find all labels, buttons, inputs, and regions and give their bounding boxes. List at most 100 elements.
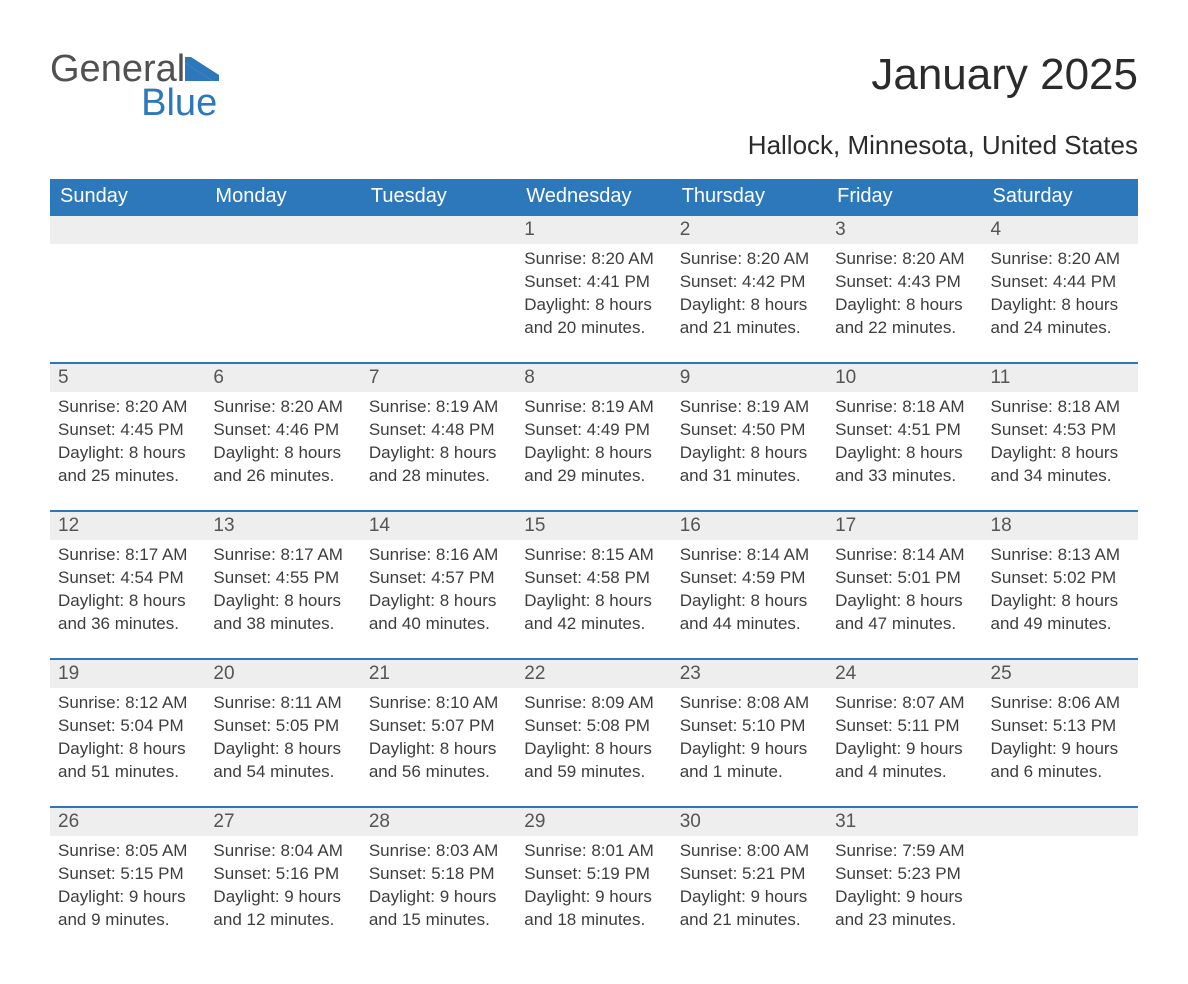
day-number-band [983,806,1138,836]
day-line-sr: Sunrise: 8:18 AM [991,396,1130,419]
day-line-dl1: Daylight: 8 hours [524,590,663,613]
day-line-sr: Sunrise: 8:17 AM [58,544,197,567]
day-line-sr: Sunrise: 8:05 AM [58,840,197,863]
day-line-sr: Sunrise: 8:07 AM [835,692,974,715]
calendar-cell: 17Sunrise: 8:14 AMSunset: 5:01 PMDayligh… [827,510,982,658]
day-line-dl1: Daylight: 8 hours [524,738,663,761]
calendar-cell: 10Sunrise: 8:18 AMSunset: 4:51 PMDayligh… [827,362,982,510]
calendar-cell: 31Sunrise: 7:59 AMSunset: 5:23 PMDayligh… [827,806,982,954]
day-line-dl2: and 56 minutes. [369,761,508,784]
calendar-cell [983,806,1138,954]
day-line-dl1: Daylight: 9 hours [835,886,974,909]
day-details: Sunrise: 8:20 AMSunset: 4:46 PMDaylight:… [205,392,360,496]
day-header: Thursday [672,179,827,214]
day-line-ss: Sunset: 4:55 PM [213,567,352,590]
day-line-sr: Sunrise: 7:59 AM [835,840,974,863]
day-line-sr: Sunrise: 8:14 AM [835,544,974,567]
calendar-cell: 25Sunrise: 8:06 AMSunset: 5:13 PMDayligh… [983,658,1138,806]
day-line-ss: Sunset: 4:43 PM [835,271,974,294]
day-line-dl1: Daylight: 8 hours [58,590,197,613]
day-details: Sunrise: 8:20 AMSunset: 4:44 PMDaylight:… [983,244,1138,348]
day-line-dl2: and 6 minutes. [991,761,1130,784]
day-number: 16 [672,510,827,540]
day-details: Sunrise: 8:05 AMSunset: 5:15 PMDaylight:… [50,836,205,940]
calendar-cell: 19Sunrise: 8:12 AMSunset: 5:04 PMDayligh… [50,658,205,806]
calendar-cell: 16Sunrise: 8:14 AMSunset: 4:59 PMDayligh… [672,510,827,658]
day-line-dl1: Daylight: 8 hours [524,442,663,465]
day-details: Sunrise: 8:20 AMSunset: 4:45 PMDaylight:… [50,392,205,496]
day-details: Sunrise: 8:06 AMSunset: 5:13 PMDaylight:… [983,688,1138,792]
day-number-band [205,214,360,244]
calendar-cell: 6Sunrise: 8:20 AMSunset: 4:46 PMDaylight… [205,362,360,510]
day-line-sr: Sunrise: 8:20 AM [835,248,974,271]
day-details: Sunrise: 8:19 AMSunset: 4:50 PMDaylight:… [672,392,827,496]
calendar-cell: 9Sunrise: 8:19 AMSunset: 4:50 PMDaylight… [672,362,827,510]
calendar-cell: 29Sunrise: 8:01 AMSunset: 5:19 PMDayligh… [516,806,671,954]
calendar-cell: 14Sunrise: 8:16 AMSunset: 4:57 PMDayligh… [361,510,516,658]
page-subtitle: Hallock, Minnesota, United States [50,130,1138,161]
day-header: Wednesday [516,179,671,214]
day-details: Sunrise: 8:10 AMSunset: 5:07 PMDaylight:… [361,688,516,792]
day-line-ss: Sunset: 5:16 PM [213,863,352,886]
day-line-ss: Sunset: 5:13 PM [991,715,1130,738]
day-line-dl1: Daylight: 8 hours [524,294,663,317]
day-details: Sunrise: 8:18 AMSunset: 4:53 PMDaylight:… [983,392,1138,496]
day-number: 17 [827,510,982,540]
day-line-sr: Sunrise: 8:20 AM [58,396,197,419]
day-details: Sunrise: 8:03 AMSunset: 5:18 PMDaylight:… [361,836,516,940]
day-header: Tuesday [361,179,516,214]
day-details: Sunrise: 8:00 AMSunset: 5:21 PMDaylight:… [672,836,827,940]
day-line-sr: Sunrise: 8:06 AM [991,692,1130,715]
day-line-sr: Sunrise: 8:10 AM [369,692,508,715]
day-details: Sunrise: 8:16 AMSunset: 4:57 PMDaylight:… [361,540,516,644]
day-line-dl1: Daylight: 8 hours [213,590,352,613]
day-number: 5 [50,362,205,392]
day-number: 4 [983,214,1138,244]
day-number: 19 [50,658,205,688]
day-line-dl1: Daylight: 8 hours [369,590,508,613]
day-line-sr: Sunrise: 8:16 AM [369,544,508,567]
day-line-dl1: Daylight: 8 hours [991,590,1130,613]
day-line-ss: Sunset: 5:08 PM [524,715,663,738]
day-number: 3 [827,214,982,244]
calendar-body: 1Sunrise: 8:20 AMSunset: 4:41 PMDaylight… [50,214,1138,954]
calendar-week-row: 19Sunrise: 8:12 AMSunset: 5:04 PMDayligh… [50,658,1138,806]
day-line-dl2: and 38 minutes. [213,613,352,636]
day-details: Sunrise: 8:07 AMSunset: 5:11 PMDaylight:… [827,688,982,792]
calendar-cell: 28Sunrise: 8:03 AMSunset: 5:18 PMDayligh… [361,806,516,954]
day-line-ss: Sunset: 4:53 PM [991,419,1130,442]
day-line-dl2: and 36 minutes. [58,613,197,636]
day-line-ss: Sunset: 5:07 PM [369,715,508,738]
day-line-dl2: and 25 minutes. [58,465,197,488]
day-line-ss: Sunset: 4:41 PM [524,271,663,294]
day-line-dl2: and 15 minutes. [369,909,508,932]
day-line-sr: Sunrise: 8:20 AM [680,248,819,271]
day-line-dl1: Daylight: 8 hours [369,442,508,465]
day-details: Sunrise: 8:11 AMSunset: 5:05 PMDaylight:… [205,688,360,792]
calendar-cell [205,214,360,362]
day-line-sr: Sunrise: 8:09 AM [524,692,663,715]
day-line-ss: Sunset: 5:01 PM [835,567,974,590]
logo-text-block: General Blue [50,50,219,122]
day-line-ss: Sunset: 5:11 PM [835,715,974,738]
day-line-sr: Sunrise: 8:08 AM [680,692,819,715]
day-number: 13 [205,510,360,540]
day-line-ss: Sunset: 5:19 PM [524,863,663,886]
day-line-dl2: and 59 minutes. [524,761,663,784]
day-line-sr: Sunrise: 8:19 AM [369,396,508,419]
day-details: Sunrise: 8:12 AMSunset: 5:04 PMDaylight:… [50,688,205,792]
day-line-dl1: Daylight: 9 hours [680,886,819,909]
day-line-sr: Sunrise: 8:15 AM [524,544,663,567]
day-number: 30 [672,806,827,836]
day-line-ss: Sunset: 5:04 PM [58,715,197,738]
day-number-band [50,214,205,244]
day-line-ss: Sunset: 4:45 PM [58,419,197,442]
day-line-dl2: and 18 minutes. [524,909,663,932]
calendar-cell: 3Sunrise: 8:20 AMSunset: 4:43 PMDaylight… [827,214,982,362]
calendar-header-row: SundayMondayTuesdayWednesdayThursdayFrid… [50,179,1138,214]
day-details: Sunrise: 8:14 AMSunset: 4:59 PMDaylight:… [672,540,827,644]
day-number: 15 [516,510,671,540]
day-details: Sunrise: 8:20 AMSunset: 4:41 PMDaylight:… [516,244,671,348]
day-line-sr: Sunrise: 8:18 AM [835,396,974,419]
day-line-dl2: and 33 minutes. [835,465,974,488]
